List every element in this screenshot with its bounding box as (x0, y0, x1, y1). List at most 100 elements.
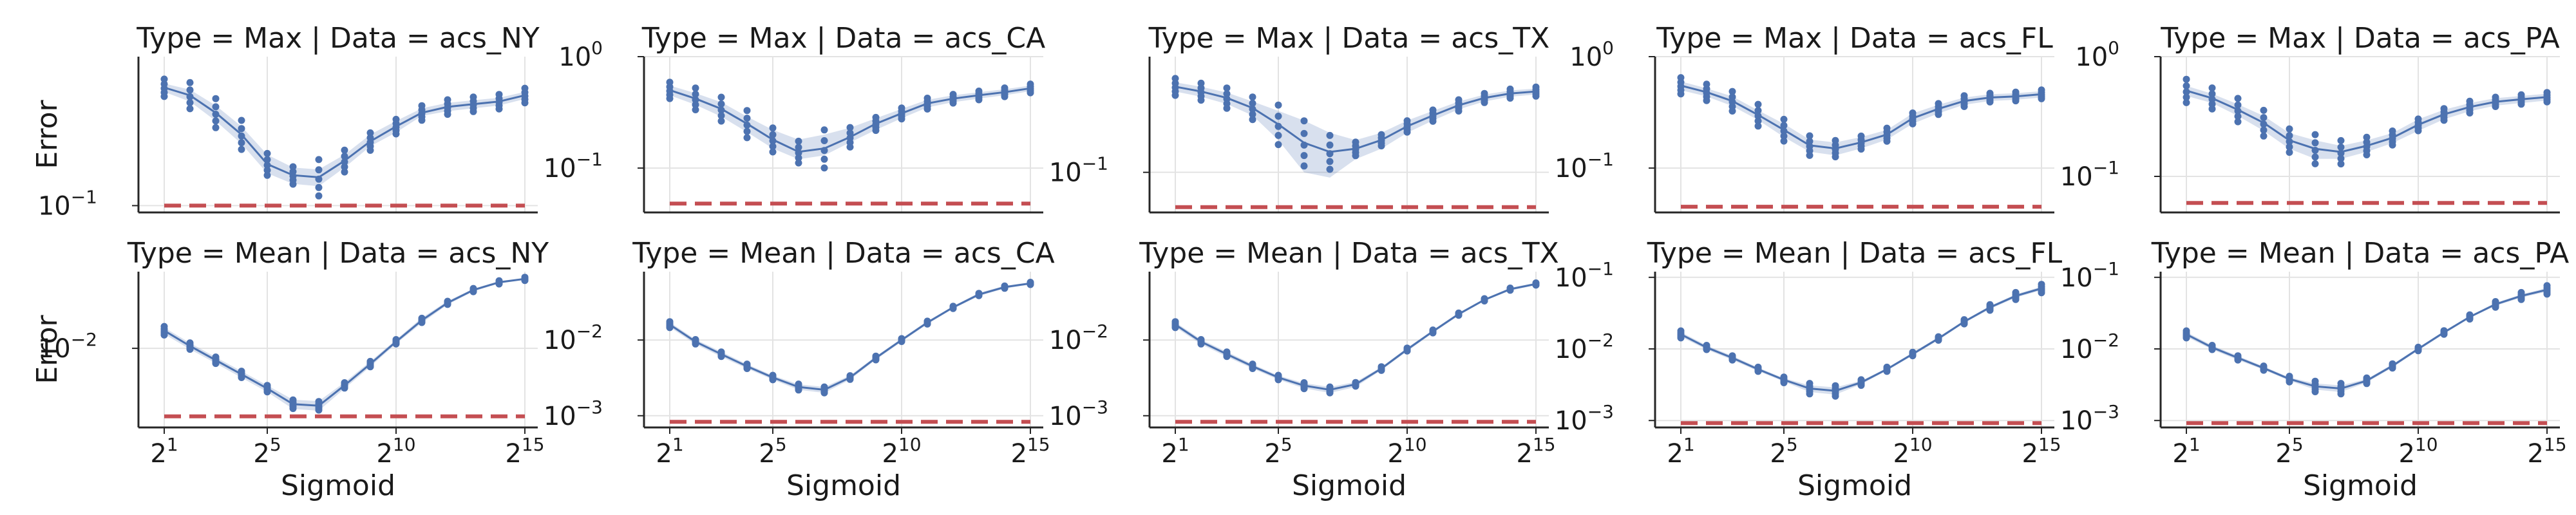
data-point (2337, 380, 2345, 388)
data-point (1935, 100, 1942, 108)
data-point (1780, 373, 1788, 381)
x-tick-label: 210 (2398, 434, 2438, 469)
data-point (1352, 138, 1359, 146)
data-point (1754, 117, 1762, 125)
panel-title: Type = Max | Data = acs_NY (136, 22, 540, 55)
data-point (717, 348, 725, 356)
data-point (2286, 373, 2293, 380)
data-point (1806, 380, 1814, 388)
data-point (289, 396, 297, 404)
x-axis-label: Sigmoid (786, 469, 901, 502)
data-point (1300, 152, 1308, 160)
panel-type-max-data-acs_ny: 10−1 Type = Max | Data = acs_NY Error (31, 22, 540, 221)
y-tick-label: 10−2 (1049, 321, 1108, 355)
data-point (160, 75, 168, 83)
panel-type-max-data-acs_fl: 10−1 100 Type = Max | Data = acs_FL (1555, 22, 2054, 214)
data-point (2183, 88, 2190, 96)
data-point (1378, 363, 1385, 371)
data-point (1027, 80, 1034, 88)
data-point (2183, 75, 2190, 83)
data-point (1249, 100, 1256, 107)
data-point (263, 167, 271, 174)
panel-title: Type = Max | Data = acs_PA (2160, 22, 2559, 55)
data-point (2208, 90, 2216, 98)
data-point (1274, 371, 1282, 379)
data-point (1249, 360, 1256, 368)
data-point (795, 380, 802, 388)
data-point (392, 336, 400, 343)
data-point (341, 379, 348, 386)
data-point (1832, 136, 1839, 144)
data-point (212, 124, 220, 131)
panel-title: Type = Max | Data = acs_CA (641, 22, 1045, 55)
data-point (341, 168, 348, 176)
y-tick-label: 10−3 (1049, 397, 1108, 431)
y-tick-label: 100 (2075, 37, 2119, 72)
data-point (315, 175, 323, 183)
x-tick-label: 21 (656, 434, 683, 469)
y-tick-label: 10−3 (1555, 401, 1614, 436)
panel-title: Type = Max | Data = acs_TX (1148, 22, 1550, 55)
data-point (2517, 288, 2525, 296)
data-point (846, 124, 854, 131)
data-point (2363, 374, 2371, 382)
data-point (2337, 160, 2345, 168)
data-point (495, 91, 503, 98)
data-point (238, 139, 245, 147)
y-tick-label: 10−1 (544, 149, 603, 183)
x-tick-label: 215 (2022, 434, 2061, 469)
data-point (949, 303, 957, 310)
data-point (315, 183, 323, 191)
data-point (2208, 342, 2216, 349)
data-point (975, 290, 983, 297)
data-point (795, 154, 802, 162)
data-point (692, 90, 699, 98)
data-point (1806, 132, 1814, 140)
data-point (238, 125, 245, 133)
x-tick-label: 210 (376, 434, 415, 469)
y-axis-label: Error (31, 314, 64, 384)
data-point (949, 91, 957, 98)
data-point (2414, 343, 2422, 351)
data-point (743, 121, 751, 129)
data-point (1806, 138, 1814, 145)
data-point (1197, 79, 1205, 87)
data-point (469, 93, 477, 101)
x-tick-label: 25 (2275, 434, 2303, 469)
data-point (717, 117, 725, 125)
data-point (289, 168, 297, 176)
data-point (795, 137, 802, 145)
data-point (1780, 127, 1788, 135)
data-point (1300, 129, 1308, 137)
data-point (2286, 143, 2293, 151)
data-point (2389, 360, 2396, 368)
data-point (2234, 107, 2242, 115)
data-point (2363, 138, 2371, 146)
data-point (212, 353, 220, 361)
y-axis-label: Error (31, 99, 64, 169)
data-point (1300, 162, 1308, 170)
data-point (1960, 316, 1968, 324)
data-point (263, 149, 271, 157)
data-point (820, 155, 828, 163)
data-point (717, 106, 725, 114)
data-point (212, 117, 220, 125)
data-point (820, 126, 828, 134)
data-point (2311, 377, 2319, 385)
data-point (212, 103, 220, 111)
y-tick-label: 10−1 (1049, 153, 1108, 188)
y-tick-label: 10−3 (2060, 401, 2119, 436)
x-tick-label: 215 (1010, 434, 1050, 469)
data-point (1506, 285, 1514, 292)
data-point (743, 107, 751, 115)
data-point (717, 100, 725, 108)
x-tick-label: 25 (1770, 434, 1797, 469)
panel-title: Type = Mean | Data = acs_TX (1139, 237, 1559, 270)
data-point (2234, 118, 2242, 126)
data-point (1728, 88, 1736, 95)
data-point (315, 156, 323, 164)
data-point (1532, 83, 1540, 91)
data-point (2183, 98, 2190, 106)
data-point (846, 134, 854, 142)
data-point (743, 360, 751, 368)
